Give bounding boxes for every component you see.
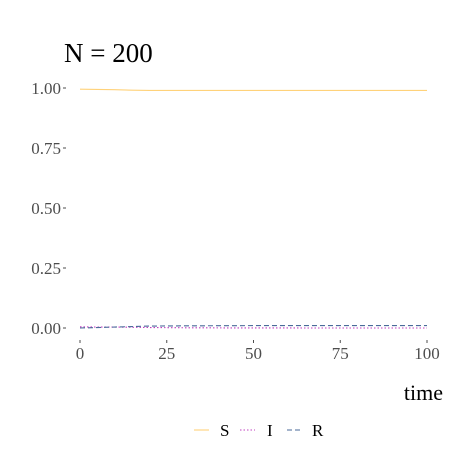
x-axis: 0 25 50 75 100: [76, 340, 440, 363]
legend-label-s: S: [220, 421, 229, 440]
series-layer: [79, 88, 427, 329]
legend-label-i: I: [267, 421, 273, 440]
y-tick-label: 0.00: [31, 319, 61, 338]
legend-label-r: R: [312, 421, 324, 440]
series-line-s: [79, 88, 427, 91]
x-tick-label: 0: [76, 344, 85, 363]
y-tick-label: 0.75: [31, 139, 61, 158]
x-tick-label: 50: [245, 344, 262, 363]
y-tick-label: 0.25: [31, 259, 61, 278]
x-tick-label: 25: [158, 344, 175, 363]
x-tick-label: 75: [332, 344, 349, 363]
x-axis-title: time: [404, 380, 443, 405]
chart-title: N = 200: [64, 38, 153, 68]
y-tick-label: 1.00: [31, 79, 61, 98]
series-line-i: [79, 326, 427, 329]
series-line-r: [79, 325, 427, 329]
y-tick-label: 0.50: [31, 199, 61, 218]
x-tick-label: 100: [414, 344, 440, 363]
y-axis: 0.00 0.25 0.50 0.75 1.00: [31, 79, 66, 338]
